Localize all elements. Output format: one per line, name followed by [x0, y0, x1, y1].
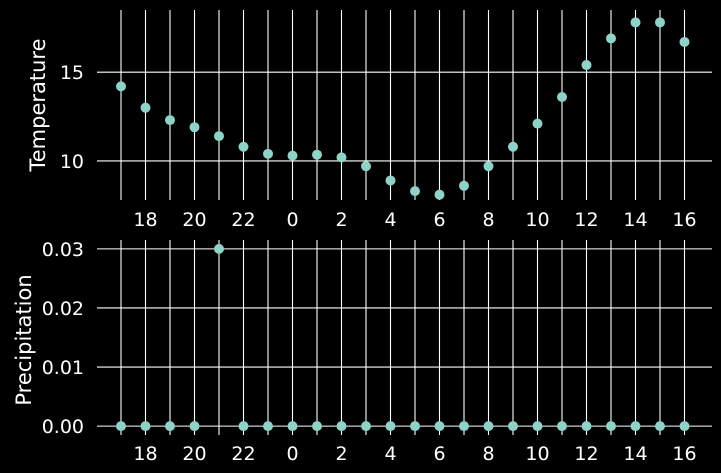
precipitation-xtick-label: 18	[133, 443, 157, 465]
temperature-data-point	[532, 118, 543, 129]
temperature-data-point	[679, 36, 690, 47]
precipitation-xtick-label: 12	[574, 443, 598, 465]
precipitation-data-point	[679, 421, 690, 432]
temperature-ytick-label: 10	[60, 151, 84, 173]
temperature-data-point	[336, 152, 347, 163]
temperature-data-point	[214, 131, 224, 142]
precipitation-data-point	[434, 421, 445, 432]
temperature-xtick-label: 14	[623, 209, 647, 231]
temperature-data-point	[189, 122, 200, 133]
temperature-data-point	[410, 186, 420, 197]
precipitation-data-point	[630, 421, 641, 432]
temperature-data-point	[606, 33, 616, 44]
precipitation-xtick-label: 4	[384, 443, 396, 465]
precipitation-xtick-label: 6	[433, 443, 445, 465]
precipitation-data-point	[189, 421, 200, 432]
temperature-panel: Temperature 10 15 18 20 22 0 2 4 6 8 10 12 14 16	[26, 10, 712, 231]
precipitation-data-point	[336, 421, 347, 432]
precipitation-xtick-label: 2	[335, 443, 347, 465]
precipitation-panel: Precipitation 0.00 0.01 0.02 0.03 18 20 22 0 2 4 6…	[12, 239, 712, 465]
temperature-data-point	[655, 17, 665, 28]
temperature-data-point	[581, 60, 592, 71]
precipitation-xtick-label: 22	[231, 443, 255, 465]
temperature-xtick-label: 12	[574, 209, 598, 231]
temperature-data-point	[238, 141, 249, 152]
precipitation-xtick-label: 0	[286, 443, 298, 465]
precipitation-data-point	[140, 421, 151, 432]
precipitation-data-point	[287, 421, 298, 432]
precipitation-data-point	[312, 421, 322, 432]
precipitation-xtick-label: 16	[672, 443, 696, 465]
temperature-data-point	[165, 115, 175, 126]
precipitation-data-point	[655, 421, 665, 432]
temperature-data-point	[361, 161, 371, 172]
precipitation-data-point	[385, 421, 396, 432]
precipitation-data-point	[606, 421, 616, 432]
temperature-data-point	[385, 175, 396, 186]
precipitation-data-point	[557, 421, 567, 432]
temperature-data-point	[459, 180, 469, 191]
precipitation-ytick-label: 0.02	[42, 298, 84, 320]
precipitation-ytick-label: 0.03	[42, 239, 84, 261]
temperature-ytick-label: 15	[60, 62, 84, 84]
temperature-xtick-label: 10	[525, 209, 549, 231]
temperature-axis-label: Temperature	[26, 38, 50, 172]
precipitation-data-point	[532, 421, 543, 432]
precipitation-xtick-label: 14	[623, 443, 647, 465]
temperature-xtick-label: 20	[182, 209, 206, 231]
precipitation-data-point	[581, 421, 592, 432]
precipitation-data-point	[214, 243, 224, 254]
precipitation-data-point	[508, 421, 518, 432]
temperature-data-point	[312, 149, 322, 160]
temperature-data-point	[116, 81, 126, 92]
precipitation-data-point	[263, 421, 273, 432]
temperature-data-point	[263, 148, 273, 159]
precipitation-data-point	[459, 421, 469, 432]
precipitation-axis-label: Precipitation	[12, 274, 36, 405]
temperature-xtick-label: 2	[335, 209, 347, 231]
temperature-xtick-label: 8	[482, 209, 494, 231]
temperature-data-point	[508, 141, 518, 152]
temperature-xtick-label: 0	[286, 209, 298, 231]
precipitation-xtick-label: 8	[482, 443, 494, 465]
temperature-xtick-label: 22	[231, 209, 255, 231]
precipitation-data-point	[238, 421, 249, 432]
precipitation-data-point	[410, 421, 420, 432]
precipitation-data-point	[116, 421, 126, 432]
precipitation-data-point	[483, 421, 494, 432]
precipitation-xtick-label: 20	[182, 443, 206, 465]
temperature-data-point	[557, 92, 567, 103]
precipitation-ytick-label: 0.00	[42, 416, 84, 438]
precipitation-xtick-label: 10	[525, 443, 549, 465]
precipitation-data-point	[361, 421, 371, 432]
temperature-xtick-label: 4	[384, 209, 396, 231]
precipitation-data-point	[165, 421, 175, 432]
temperature-data-point	[483, 161, 494, 172]
precipitation-ytick-label: 0.01	[42, 357, 84, 379]
temperature-data-point	[434, 189, 445, 200]
temperature-xtick-label: 6	[433, 209, 445, 231]
temperature-xtick-label: 16	[672, 209, 696, 231]
temperature-data-point	[287, 150, 298, 161]
temperature-data-point	[630, 17, 641, 28]
temperature-data-point	[140, 102, 151, 113]
temperature-xtick-label: 18	[133, 209, 157, 231]
